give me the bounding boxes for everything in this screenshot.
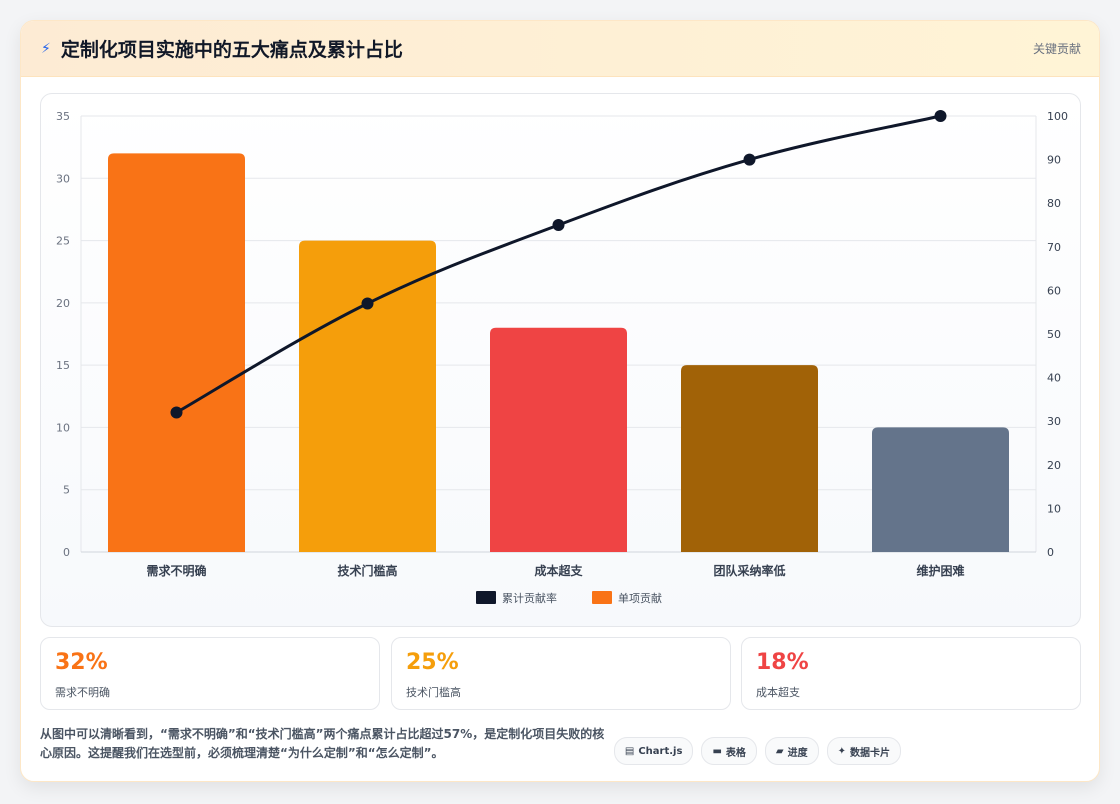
y-right-tick-label: 100	[1047, 110, 1068, 123]
y-left-tick-label: 30	[56, 172, 70, 185]
y-left-tick-label: 15	[56, 359, 70, 372]
chip-table[interactable]: ▬ 表格	[701, 737, 757, 765]
y-right-tick-label: 50	[1047, 328, 1061, 341]
cumulative-point-5	[934, 110, 947, 122]
y-right-tick-label: 90	[1047, 154, 1061, 167]
y-left-tick-label: 0	[63, 546, 70, 559]
bar-5	[872, 427, 1009, 552]
x-tick-label: 维护困难	[916, 563, 964, 578]
bar-2	[299, 240, 436, 553]
chip-label: Chart.js	[638, 745, 683, 757]
y-right-tick-label: 0	[1047, 546, 1054, 559]
y-left-tick-label: 25	[56, 235, 70, 248]
y-left-tick-label: 20	[56, 297, 70, 310]
stat-value-1: 32%	[55, 650, 108, 675]
y-right-tick-label: 40	[1047, 372, 1061, 385]
chip-label: 数据卡片	[850, 747, 890, 759]
chip-label: 进度	[787, 747, 808, 759]
y-right-tick-label: 70	[1047, 241, 1061, 254]
pareto-chart: 0 5 10 15 20 25 30 35 0 10 20 30 40 50 60 70 80 90 100 需求不明…	[56, 110, 1068, 605]
table-icon: ▬	[712, 745, 722, 757]
header-tag: 关键贡献	[1032, 42, 1081, 56]
chart-icon: ▤	[624, 745, 635, 757]
stat-card-1: 32% 需求不明确	[40, 637, 380, 710]
bar-3	[490, 327, 627, 552]
data-card-icon: ✦	[837, 745, 846, 757]
card-footer: 从图中可以清晰看到，“需求不明确”和“技术门槛高”两个痛点累计占比超过57%，是…	[40, 725, 1081, 769]
title-group: ⚡ 定制化项目实施中的五大痛点及累计占比	[41, 35, 403, 62]
summary-note: 从图中可以清晰看到，“需求不明确”和“技术门槛高”两个痛点累计占比超过57%，是…	[40, 727, 605, 760]
stat-label-1: 需求不明确	[55, 686, 110, 699]
feature-chips: ▤ Chart.js ▬ 表格 ▰ 进度 ✦ 数据卡片	[613, 737, 901, 765]
cumulative-point-1	[170, 406, 183, 419]
y-right-tick-label: 10	[1047, 502, 1061, 515]
y-left-tick-label: 5	[63, 484, 70, 497]
chip-data-card[interactable]: ✦ 数据卡片	[826, 737, 901, 765]
x-tick-label: 技术门槛高	[337, 563, 397, 578]
legend-label: 单项贡献	[618, 591, 662, 605]
stat-value-2: 25%	[406, 650, 459, 675]
lightning-icon: ⚡	[41, 40, 51, 57]
x-tick-label: 团队采纳率低	[713, 563, 785, 578]
report-card: ⚡ 定制化项目实施中的五大痛点及累计占比 关键贡献 0 5 10 15 20 25 30 35…	[20, 20, 1100, 782]
stat-label-3: 成本超支	[756, 686, 800, 699]
cumulative-point-4	[743, 153, 756, 166]
stat-cards: 32% 需求不明确 25% 技术门槛高 18% 成本超支	[40, 637, 1081, 710]
page-title: 定制化项目实施中的五大痛点及累计占比	[60, 39, 403, 61]
cumulative-point-3	[552, 219, 565, 231]
y-right-tick-label: 20	[1047, 459, 1061, 472]
legend-label: 累计贡献率	[502, 591, 557, 605]
stat-label-2: 技术门槛高	[406, 686, 461, 699]
stat-card-3: 18% 成本超支	[741, 637, 1081, 710]
chip-label: 表格	[725, 747, 746, 759]
y-right-tick-label: 80	[1047, 197, 1061, 210]
stat-card-2: 25% 技术门槛高	[391, 637, 731, 710]
x-tick-label: 成本超支	[534, 563, 583, 578]
legend-swatch	[592, 591, 612, 604]
stat-value-3: 18%	[756, 650, 809, 675]
bar-1	[108, 153, 245, 552]
progress-icon: ▰	[775, 745, 784, 757]
card-header: ⚡ 定制化项目实施中的五大痛点及累计占比 关键贡献	[21, 21, 1099, 77]
bar-4	[681, 365, 818, 552]
y-right-tick-label: 30	[1047, 415, 1061, 428]
y-right-tick-label: 60	[1047, 284, 1061, 297]
pareto-chart-panel: 0 5 10 15 20 25 30 35 0 10 20 30 40 50 60 70 80 90 100 需求不明…	[40, 93, 1081, 627]
cumulative-point-2	[361, 297, 374, 310]
x-tick-label: 需求不明确	[146, 563, 206, 578]
legend-swatch	[476, 591, 496, 604]
chip-chartjs[interactable]: ▤ Chart.js	[613, 737, 694, 765]
y-left-tick-label: 35	[56, 110, 70, 123]
chip-progress[interactable]: ▰ 进度	[764, 737, 819, 765]
y-left-tick-label: 10	[56, 421, 70, 434]
